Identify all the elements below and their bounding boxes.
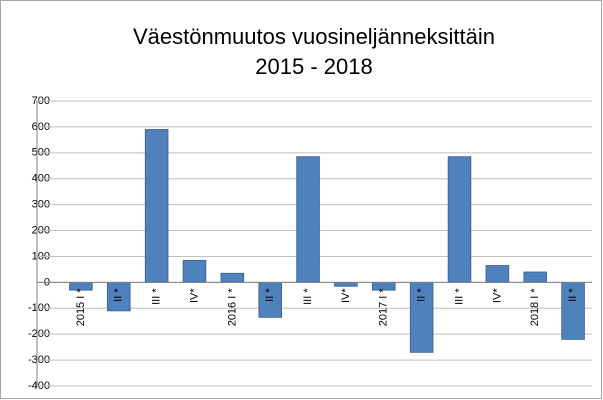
- x-tick-label: 2015 I *: [75, 288, 87, 327]
- bar: [485, 265, 510, 283]
- x-tick-label: IV*: [340, 288, 352, 303]
- x-tick-label: IV*: [491, 288, 503, 303]
- x-tick-label: II *: [264, 288, 276, 302]
- bar: [220, 272, 245, 283]
- chart-title: Väestönmuutos vuosineljänneksittäin: [133, 24, 495, 49]
- bar: [144, 129, 169, 283]
- x-tick-label: II *: [113, 288, 125, 302]
- x-tick-label: II *: [567, 288, 579, 302]
- bar: [182, 259, 207, 283]
- x-tick-label: II *: [416, 288, 428, 302]
- x-tick-label: 2017 I *: [378, 288, 390, 327]
- x-tick-label: IV*: [188, 288, 200, 303]
- bar: [447, 156, 472, 283]
- bar: [523, 271, 547, 283]
- chart-title: 2015 - 2018: [255, 54, 372, 79]
- x-tick-label: III *: [453, 288, 465, 305]
- bar: [334, 281, 358, 287]
- x-tick-label: 2016 I *: [226, 288, 238, 327]
- bar: [296, 156, 320, 283]
- x-tick-label: III *: [151, 288, 163, 305]
- x-tick-label: III *: [302, 288, 314, 305]
- x-tick-label: 2018 I *: [529, 288, 541, 327]
